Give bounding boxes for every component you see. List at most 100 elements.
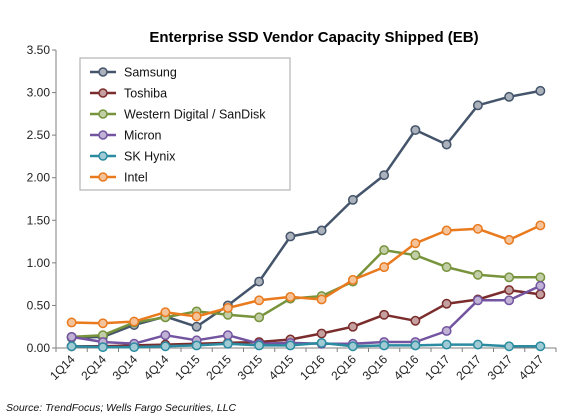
y-tick-label: 0.50 [27,298,51,312]
data-point [316,328,327,339]
data-point [379,340,390,351]
x-tick-label: 2Q14 [78,352,109,383]
data-point [535,341,546,352]
data-point [410,340,421,351]
x-tick-label: 4Q15 [266,352,297,383]
legend-swatch-marker [98,109,108,119]
series-line-intel [71,224,541,325]
legend-item-sk-hynix: SK Hynix [90,150,176,164]
data-point [66,331,77,342]
legend-label: Toshiba [124,87,167,101]
data-point [66,341,77,352]
legend-swatch-marker [98,67,108,77]
data-point [410,125,421,135]
data-point [97,342,108,353]
x-tick-label: 2Q16 [328,352,359,383]
data-point [379,262,390,273]
data-point [535,85,546,96]
data-point [410,238,421,249]
data-point [379,309,390,320]
y-tick-label: 0.00 [27,341,51,355]
x-tick-label: 2Q17 [453,352,484,383]
x-tick-label: 2Q15 [203,352,234,383]
legend-swatch-marker [98,130,108,140]
x-tick-label: 3Q15 [235,352,266,383]
legend-item-samsung: Samsung [90,66,177,80]
x-tick-label: 3Q17 [485,352,516,383]
data-point [472,100,483,111]
data-point [441,225,452,236]
data-point [347,194,358,205]
data-point [379,245,390,256]
data-point [347,321,358,332]
data-point [504,272,515,283]
data-point [160,307,171,318]
series-layer [66,85,546,353]
legend-label: Samsung [124,66,177,80]
x-tick-label: 1Q14 [47,352,78,383]
legend-item-micron: Micron [90,129,162,143]
data-point [535,272,546,283]
data-point [441,262,452,273]
data-point [316,225,327,236]
x-tick-label: 4Q16 [391,352,422,383]
data-point [129,342,140,353]
data-point [472,339,483,350]
data-point [504,285,515,296]
legend-label: SK Hynix [124,150,176,164]
data-point [316,294,327,305]
legend-item-intel: Intel [90,171,148,185]
data-point [285,340,296,351]
x-tick-label: 1Q15 [172,352,203,383]
data-point [504,341,515,352]
data-point [191,340,202,351]
data-point [285,291,296,302]
data-point [472,295,483,306]
data-point [504,234,515,245]
data-point [441,339,452,350]
legend: Samsung Toshiba Western Digital / SanDisk M… [79,57,291,191]
series-line-micron [71,284,541,345]
y-tick-label: 3.00 [27,86,51,100]
data-point [66,317,77,328]
data-point [129,316,140,327]
y-tick-label: 2.00 [27,171,51,185]
legend-swatch-marker [98,88,108,98]
data-point [160,341,171,352]
data-point [222,303,233,313]
data-point [191,311,202,322]
legend-label: Micron [124,129,162,143]
data-point [504,91,515,102]
data-point [222,338,233,349]
series-micron [66,280,546,349]
data-point [410,250,421,261]
x-tick-label: 1Q16 [297,352,328,383]
data-point [254,312,265,323]
y-tick-label: 1.00 [27,256,51,270]
data-point [347,274,358,285]
chart-title: Enterprise SSD Vendor Capacity Shipped (… [149,29,478,46]
data-point [441,298,452,309]
y-tick-label: 3.50 [27,43,51,57]
x-tick-label: 3Q16 [360,352,391,383]
legend-swatch-marker [98,172,108,182]
data-point [535,280,546,291]
legend-item-toshiba: Toshiba [90,87,167,101]
data-point [472,269,483,280]
data-point [285,231,296,242]
series-line-toshiba [71,288,541,348]
x-tick-label: 3Q14 [110,352,141,383]
data-point [160,330,171,341]
data-point [254,295,265,306]
data-point [472,223,483,234]
x-tick-label: 4Q14 [141,352,172,383]
y-tick-label: 2.50 [27,128,51,142]
data-point [441,326,452,336]
source-note: Source: TrendFocus; Wells Fargo Securiti… [6,402,237,414]
data-point [535,289,546,300]
legend-swatch-marker [98,151,108,161]
data-point [379,170,390,181]
data-point [191,321,202,332]
series-intel [66,220,546,329]
